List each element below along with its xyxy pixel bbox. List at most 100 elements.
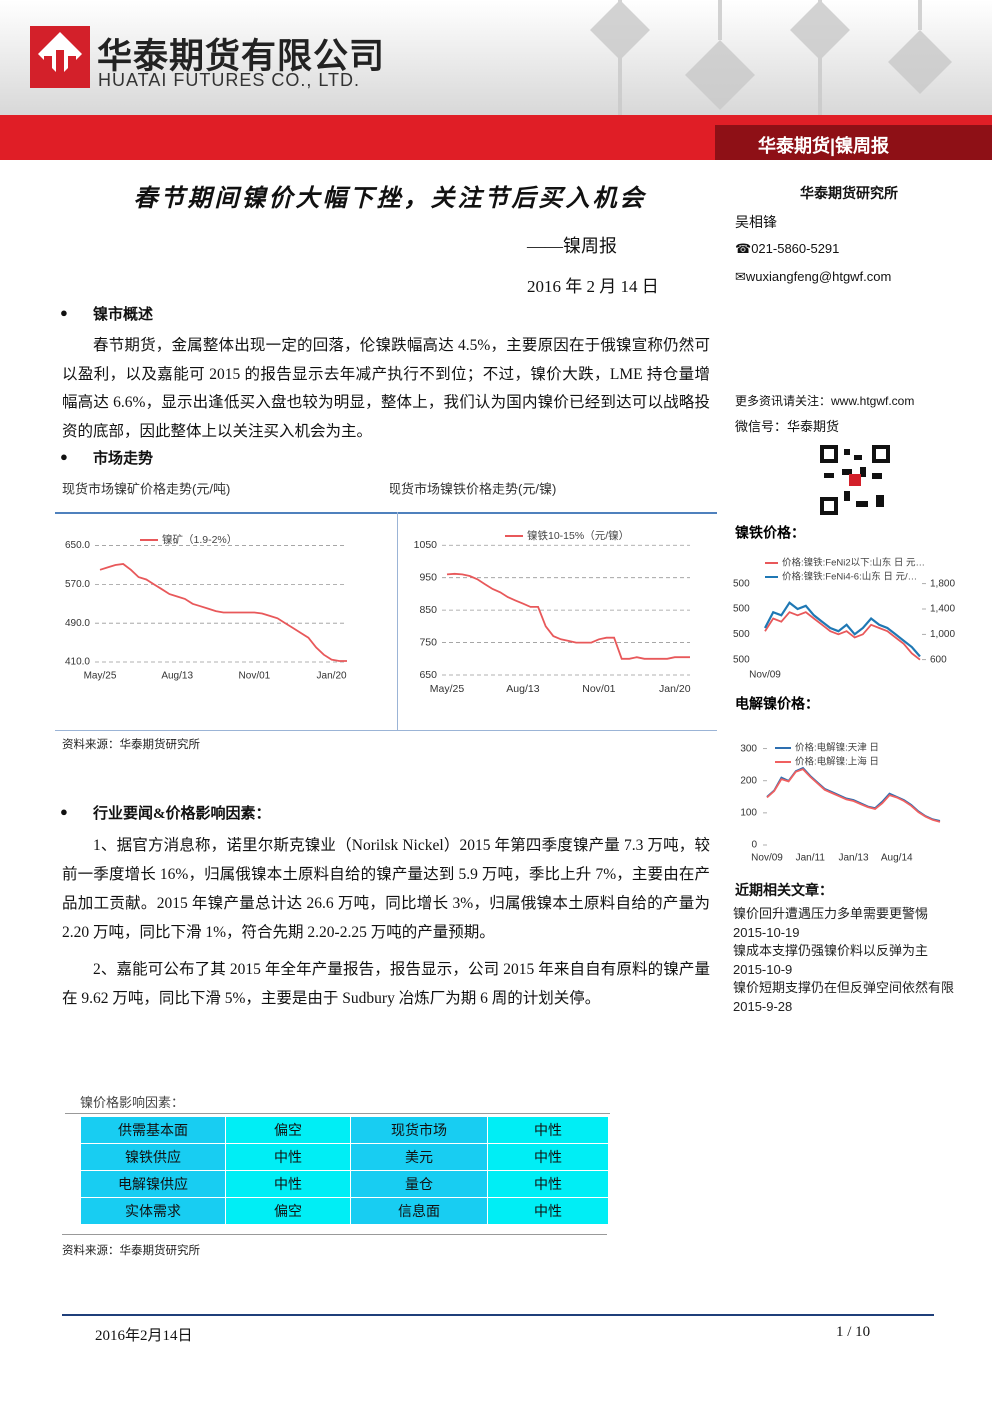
y-tick-label: 300 <box>740 743 757 754</box>
y-tick-label: 1,800 <box>930 578 955 589</box>
article-title: 镍成本支撑仍强镍价料以反弹为主 <box>733 943 929 958</box>
table-cell: 偏空 <box>225 1116 351 1144</box>
x-tick-label: May/25 <box>84 671 117 682</box>
x-tick-label: Nov/09 <box>749 670 781 681</box>
banner: 华泰期货|镍周报 <box>758 136 890 156</box>
legend-label: 价格:镍铁:FeNi4-6:山东 日 元/… <box>782 571 917 583</box>
chart: 现货市场镍矿价格走势(元/吨) 410.0 490.0 570.0 650.0 May/… <box>62 481 347 682</box>
articles-heading: 近期相关文章： <box>735 884 833 899</box>
article-title: 镍价短期支撑仍在但反弹空间依然有限 <box>733 980 955 995</box>
x-tick-label: Nov/09 <box>751 853 783 864</box>
y-tick-label: 0 <box>751 840 757 851</box>
y-tick-label: 1,000 <box>930 629 955 640</box>
chart: 电解镍价格： 0 100 200 300 Nov/09 Jan/11 Jan/13 Aug/1… <box>735 696 941 864</box>
phone: ☎021-5860-5291 <box>735 241 839 257</box>
table-cell: 镍铁供应 <box>80 1143 226 1171</box>
institute: 华泰期货研究所 <box>800 185 898 201</box>
chart: 现货市场镍铁价格走势(元/镍) 650 750 850 950 1050 May/25 Au… <box>390 481 691 695</box>
header-decoration <box>590 0 952 115</box>
more-info: 更多资讯请关注：www.htgwf.com <box>735 394 915 408</box>
table-cell: 信息面 <box>350 1197 488 1225</box>
table-cell: 中性 <box>487 1116 609 1144</box>
page-number: 1 / 10 <box>836 1324 871 1340</box>
bullet: ● <box>60 449 68 464</box>
table-cell: 现货市场 <box>350 1116 488 1144</box>
table-caption: 镍价格影响因素： <box>80 1095 185 1110</box>
company-en: HUATAI FUTURES CO., LTD. <box>98 70 361 90</box>
table-cell: 中性 <box>225 1170 351 1198</box>
y-tick-label: 410.0 <box>65 657 90 668</box>
table-row: 实体需求 偏空 信息面 中性 <box>80 1197 609 1225</box>
table-cell: 供需基本面 <box>80 1116 226 1144</box>
y-tick-label: 1,400 <box>930 604 955 615</box>
legend-label: 镍铁10-15%（元/镍） <box>527 529 629 542</box>
article-date: 2015-9-28 <box>733 998 793 1014</box>
table-cell: 中性 <box>487 1170 609 1198</box>
report-title: 春节期间镍价大幅下挫，关注节后买入机会 <box>133 186 647 212</box>
section-heading: 行业要闻&价格影响因素： <box>93 806 271 822</box>
y-tick-label: 490.0 <box>65 618 90 629</box>
y-tick-label: 650 <box>419 669 437 681</box>
wechat: 微信号：华泰期货 <box>735 419 840 434</box>
chart-title: 现货市场镍矿价格走势(元/吨) <box>62 481 230 496</box>
section-heading: 市场走势 <box>93 451 154 467</box>
analyst: 吴相锋 <box>735 216 777 231</box>
mail-icon: ✉ <box>735 269 746 284</box>
article-list: 镍价回升遭遇压力多单需要更警惕 2015-10-19 镍成本支撑仍强镍价料以反弹为主… <box>733 905 958 1016</box>
qr-code <box>820 445 890 515</box>
left-axis-label: 500 <box>733 604 750 615</box>
chart-frame-divider <box>397 512 398 730</box>
source: 资料来源：华泰期货研究所 <box>62 739 200 751</box>
table-cell: 量仓 <box>350 1170 488 1198</box>
bullet: ● <box>60 305 68 320</box>
x-tick-label: Jan/13 <box>838 853 868 864</box>
table-rule <box>65 1113 610 1114</box>
y-tick-label: 1050 <box>414 539 438 551</box>
table-cell: 中性 <box>487 1143 609 1171</box>
legend-label: 价格:电解镍:天津 日 <box>795 742 879 754</box>
y-tick-label: 100 <box>740 808 757 819</box>
table-cell: 电解镍供应 <box>80 1170 226 1198</box>
footer-date: 2016年2月14日 <box>95 1328 193 1344</box>
report-subtitle: ——镍周报 <box>527 236 617 256</box>
table-cell: 中性 <box>487 1197 609 1225</box>
footer-rule <box>62 1314 934 1316</box>
email-address: wuxiangfeng@htgwf.com <box>745 269 892 284</box>
phone-icon: ☎ <box>735 241 752 256</box>
x-tick-label: Jan/20 <box>317 671 347 682</box>
x-tick-label: Nov/01 <box>582 683 615 695</box>
table-cell: 偏空 <box>225 1197 351 1225</box>
chart-title: 现货市场镍铁价格走势(元/镍) <box>390 481 556 496</box>
y-tick-label: 650.0 <box>65 540 90 551</box>
table-rule <box>62 1234 607 1235</box>
source: 资料来源：华泰期货研究所 <box>62 1245 200 1257</box>
series-line <box>766 768 941 823</box>
y-tick-label: 750 <box>419 636 437 648</box>
table-cell: 中性 <box>225 1143 351 1171</box>
factor-table: 供需基本面 偏空 现货市场 中性 镍铁供应 中性 美元 中性 电解镍供应 中性 量仓 中性 实体需求 偏空… <box>80 1116 609 1225</box>
x-tick-label: Aug/13 <box>161 671 193 682</box>
x-tick-label: Aug/13 <box>506 683 539 695</box>
legend-label: 价格:镍铁:FeNi2以下:山东 日 元… <box>782 557 925 569</box>
series-line <box>764 611 921 661</box>
paragraph: 2、嘉能可公布了其 2015 年全年产量报告，报告显示，公司 2015 年来自自… <box>62 961 710 1007</box>
y-tick-label: 570.0 <box>65 579 90 590</box>
paragraph: 1、据官方消息称，诺里尔斯克镍业（Norilsk Nickel）2015 年第四… <box>62 837 710 941</box>
phone-number: 021-5860-5291 <box>751 241 840 256</box>
left-axis-label: 500 <box>733 629 750 640</box>
series-line <box>764 601 921 658</box>
logo <box>30 26 90 88</box>
table-row: 电解镍供应 中性 量仓 中性 <box>80 1170 609 1198</box>
y-tick-label: 950 <box>419 571 437 583</box>
chart-title: 镍铁价格： <box>735 525 805 541</box>
series-line <box>99 563 347 662</box>
table-cell: 实体需求 <box>80 1197 226 1225</box>
news-body: 1、据官方消息称，诺里尔斯克镍业（Norilsk Nickel）2015 年第四… <box>62 831 710 1013</box>
email: ✉wuxiangfeng@htgwf.com <box>735 269 891 285</box>
article-title: 镍价回升遭遇压力多单需要更警惕 <box>733 906 929 921</box>
x-tick-label: Jan/20 <box>659 683 691 695</box>
bullet: ● <box>60 804 68 819</box>
banner-box <box>715 125 992 160</box>
chart: 镍铁价格： 600 1,000 1,400 1,800 500 500 500 500 Nov/… <box>733 525 955 681</box>
